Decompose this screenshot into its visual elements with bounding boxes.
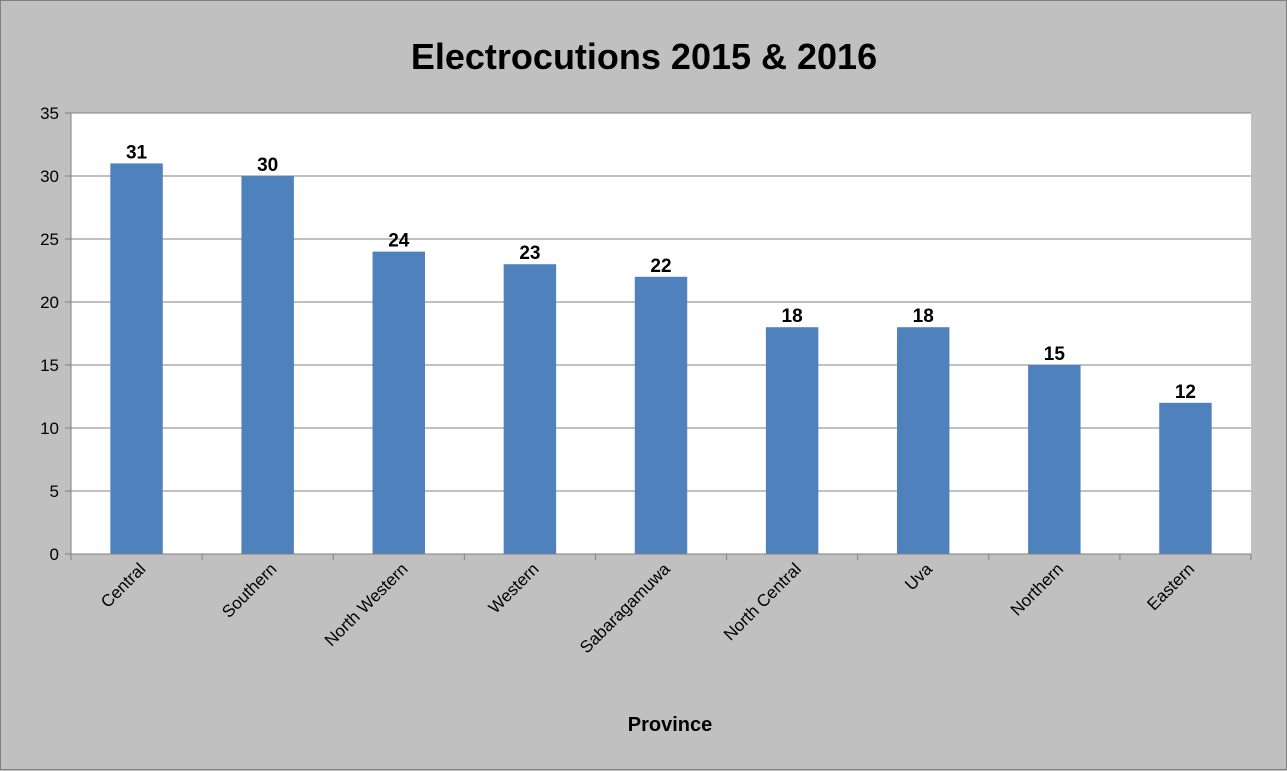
chart-title: Electrocutions 2015 & 2016 xyxy=(411,36,877,77)
bar-sabaragamuwa xyxy=(634,276,688,554)
y-tick-label: 10 xyxy=(40,419,59,438)
y-tick-label: 25 xyxy=(40,230,59,249)
x-axis-title: Province xyxy=(628,714,712,736)
data-labels: 31 30 24 23 22 18 18 15 12 xyxy=(126,142,1196,402)
y-tick-label: 35 xyxy=(40,104,59,123)
data-label: 12 xyxy=(1175,382,1196,403)
data-label: 31 xyxy=(126,142,148,163)
x-axis-ticks: Central Southern North Western Western Sabar… xyxy=(70,554,1252,657)
x-tick-label: Sabaragamuwa xyxy=(576,559,674,657)
x-tick-label: Uva xyxy=(901,559,936,594)
y-axis-ticks: 0 5 10 15 20 25 30 35 xyxy=(40,104,71,564)
x-tick-label: Northern xyxy=(1007,559,1067,619)
x-tick-label: North Western xyxy=(321,559,412,650)
data-label: 22 xyxy=(650,256,671,277)
bar-eastern xyxy=(1159,402,1212,554)
x-tick-label: Eastern xyxy=(1143,559,1198,614)
bar-central xyxy=(110,163,163,554)
data-label: 24 xyxy=(388,231,410,252)
x-tick-label: Western xyxy=(485,559,543,617)
y-tick-label: 20 xyxy=(40,293,59,312)
bar-western xyxy=(503,264,557,554)
y-tick-label: 15 xyxy=(40,356,59,375)
data-label: 18 xyxy=(913,306,934,327)
data-label: 30 xyxy=(257,155,278,176)
data-label: 15 xyxy=(1044,344,1066,365)
x-tick-label: Southern xyxy=(218,559,280,621)
y-tick-label: 5 xyxy=(50,482,59,501)
y-tick-label: 0 xyxy=(50,545,59,564)
bar-northern xyxy=(1028,365,1081,554)
bar-north-western xyxy=(372,251,425,554)
y-tick-label: 30 xyxy=(40,167,59,186)
x-tick-label: Central xyxy=(97,559,149,611)
data-label: 18 xyxy=(782,306,803,327)
data-label: 23 xyxy=(519,243,540,264)
bar-southern xyxy=(241,176,294,554)
bars xyxy=(110,163,1212,554)
x-tick-label: North Central xyxy=(720,559,805,644)
bar-north-central xyxy=(765,327,819,554)
bar-uva xyxy=(897,327,950,554)
